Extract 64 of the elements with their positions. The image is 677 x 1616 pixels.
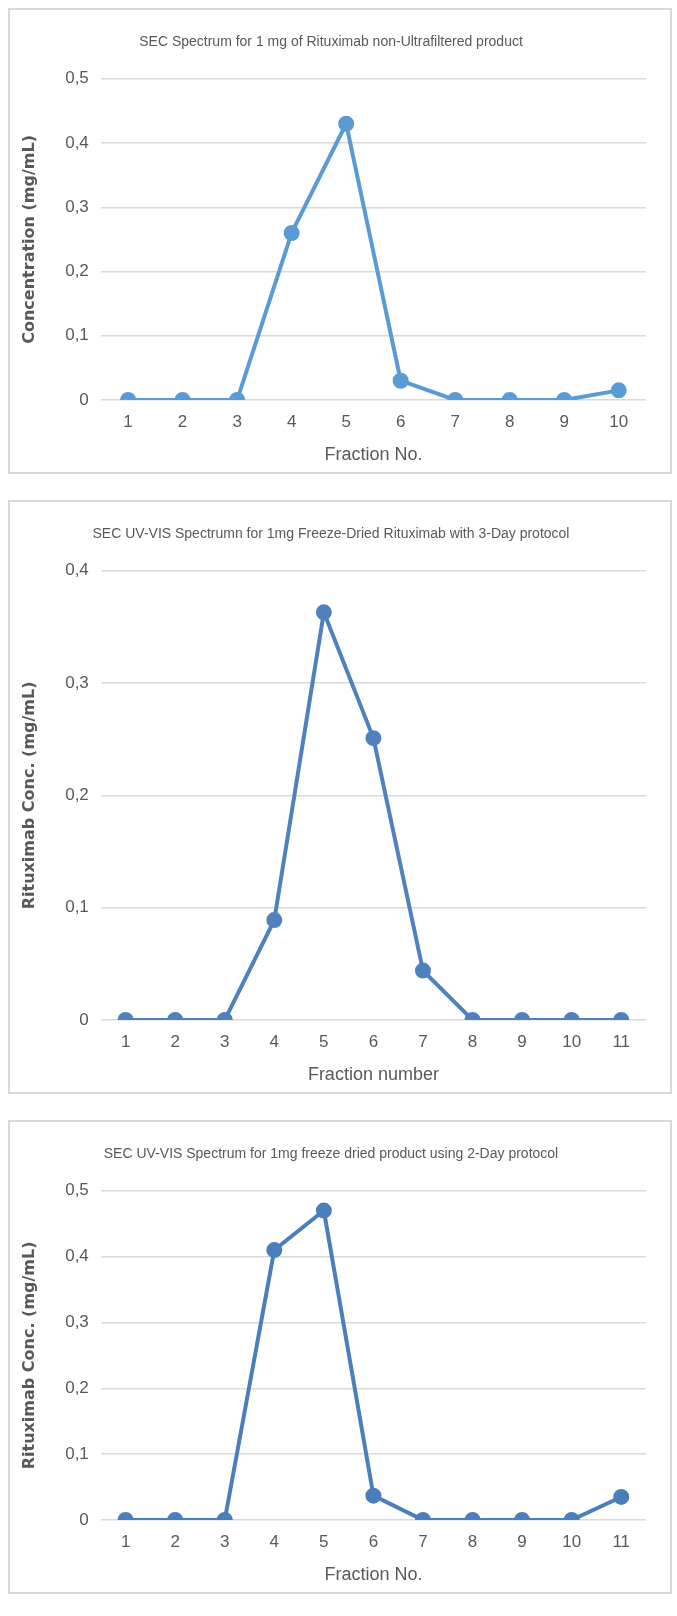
y-tick-label: 0,2: [65, 1378, 89, 1398]
y-tick-label: 0,4: [65, 1246, 89, 1266]
y-tick-label: 0,5: [65, 1180, 89, 1200]
x-tick-label: 4: [269, 1031, 280, 1051]
x-tick-label: 3: [232, 411, 242, 431]
point: [315, 604, 332, 621]
y-tick-label: 0,3: [65, 672, 89, 692]
x-tick-label: 5: [319, 1531, 329, 1551]
x-tick-label: 7: [418, 1531, 428, 1551]
x-axis-title: Fraction number: [307, 1064, 439, 1085]
y-axis-title: Concentration (mg/mL): [18, 135, 38, 344]
x-tick-label: 8: [504, 411, 515, 431]
y-tick-label: 0,1: [65, 325, 89, 345]
point: [266, 1242, 283, 1259]
x-tick-label: 6: [368, 1031, 379, 1051]
x-tick-label: 8: [467, 1031, 478, 1051]
x-tick-label: 9: [559, 411, 569, 431]
y-tick-label: 0,3: [65, 1312, 89, 1332]
y-tick-label: 0,1: [65, 1443, 89, 1463]
y-tick-label: 0,2: [65, 261, 89, 281]
y-tick-label: 0: [79, 1509, 89, 1529]
x-tick-label: 5: [341, 411, 351, 431]
x-tick-label: 9: [517, 1031, 527, 1051]
x-tick-label: 10: [562, 1531, 582, 1551]
x-tick-label: 11: [612, 1031, 631, 1051]
y-tick-label: 0,2: [65, 785, 89, 805]
y-axis-title: Rituximab Conc. (mg/mL): [18, 681, 38, 910]
y-tick-label: 0,5: [65, 68, 89, 88]
x-tick-label: 5: [319, 1031, 329, 1051]
x-tick-label: 10: [562, 1031, 582, 1051]
x-axis-title: Fraction No.: [324, 1564, 423, 1585]
point: [365, 730, 382, 747]
x-tick-label: 2: [170, 1531, 180, 1551]
x-tick-label: 8: [467, 1531, 478, 1551]
chart-title: SEC Spectrum for 1 mg of Rituximab non-Ultrafiltered product: [139, 33, 523, 50]
y-tick-label: 0: [79, 1009, 89, 1029]
chart-title: SEC UV-VIS Spectrum for 1mg freeze dried product using 2-Day protocol: [103, 1145, 559, 1162]
y-tick-label: 0,4: [65, 132, 89, 152]
x-tick-label: 7: [418, 1031, 428, 1051]
y-tick-label: 0,3: [65, 196, 89, 216]
point: [283, 224, 300, 241]
x-tick-label: 2: [170, 1031, 180, 1051]
x-tick-label: 4: [286, 411, 297, 431]
x-tick-label: 11: [612, 1531, 631, 1551]
y-tick-label: 0,4: [65, 560, 89, 580]
x-tick-label: 9: [517, 1531, 527, 1551]
x-tick-label: 7: [450, 411, 460, 431]
y-axis-title: Rituximab Conc. (mg/mL): [18, 1241, 38, 1470]
chart-title: SEC UV-VIS Spectrumn for 1mg Freeze-Dried Rituximab with 3-Day protocol: [92, 525, 570, 542]
x-tick-label: 1: [120, 1531, 131, 1551]
x-tick-label: 3: [220, 1531, 230, 1551]
x-tick-label: 6: [368, 1531, 379, 1551]
x-tick-label: 10: [609, 411, 629, 431]
y-tick-label: 0,1: [65, 897, 89, 917]
x-tick-label: 1: [120, 1031, 131, 1051]
x-tick-label: 1: [123, 411, 133, 431]
x-tick-label: 4: [269, 1531, 280, 1551]
x-tick-label: 3: [220, 1031, 230, 1051]
point: [338, 115, 355, 132]
x-tick-label: 2: [177, 411, 188, 431]
x-tick-label: 6: [395, 411, 406, 431]
x-axis-title: Fraction No.: [324, 444, 423, 465]
y-tick-label: 0: [79, 389, 89, 409]
point: [315, 1202, 332, 1219]
